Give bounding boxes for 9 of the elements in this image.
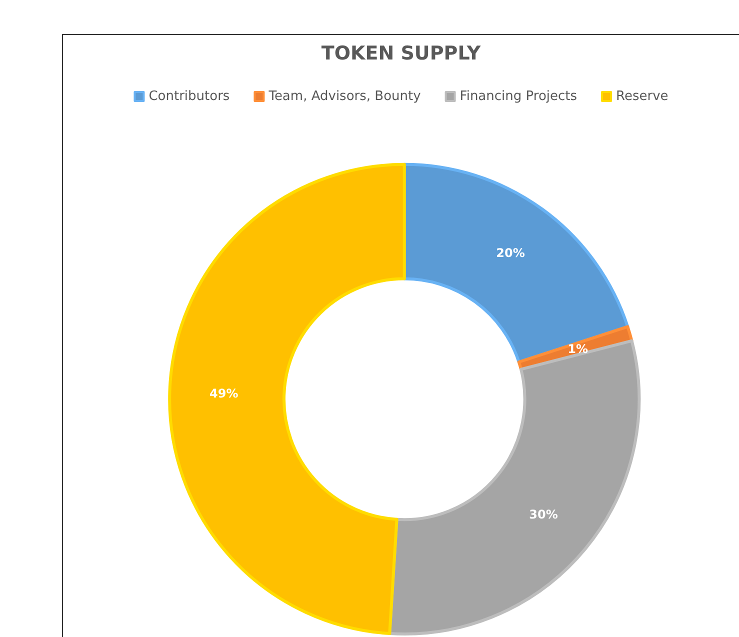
legend-label: Contributors bbox=[148, 89, 230, 104]
data-label: 1% bbox=[568, 342, 588, 356]
data-label: 30% bbox=[529, 507, 558, 522]
legend-label: Team, Advisors, Bounty bbox=[268, 89, 422, 104]
legend-label: Reserve bbox=[616, 89, 668, 104]
legend-label: Financing Projects bbox=[460, 89, 578, 104]
chart-title: TOKEN SUPPLY bbox=[321, 42, 481, 64]
data-label: 20% bbox=[496, 246, 525, 260]
data-label: 49% bbox=[210, 386, 238, 401]
